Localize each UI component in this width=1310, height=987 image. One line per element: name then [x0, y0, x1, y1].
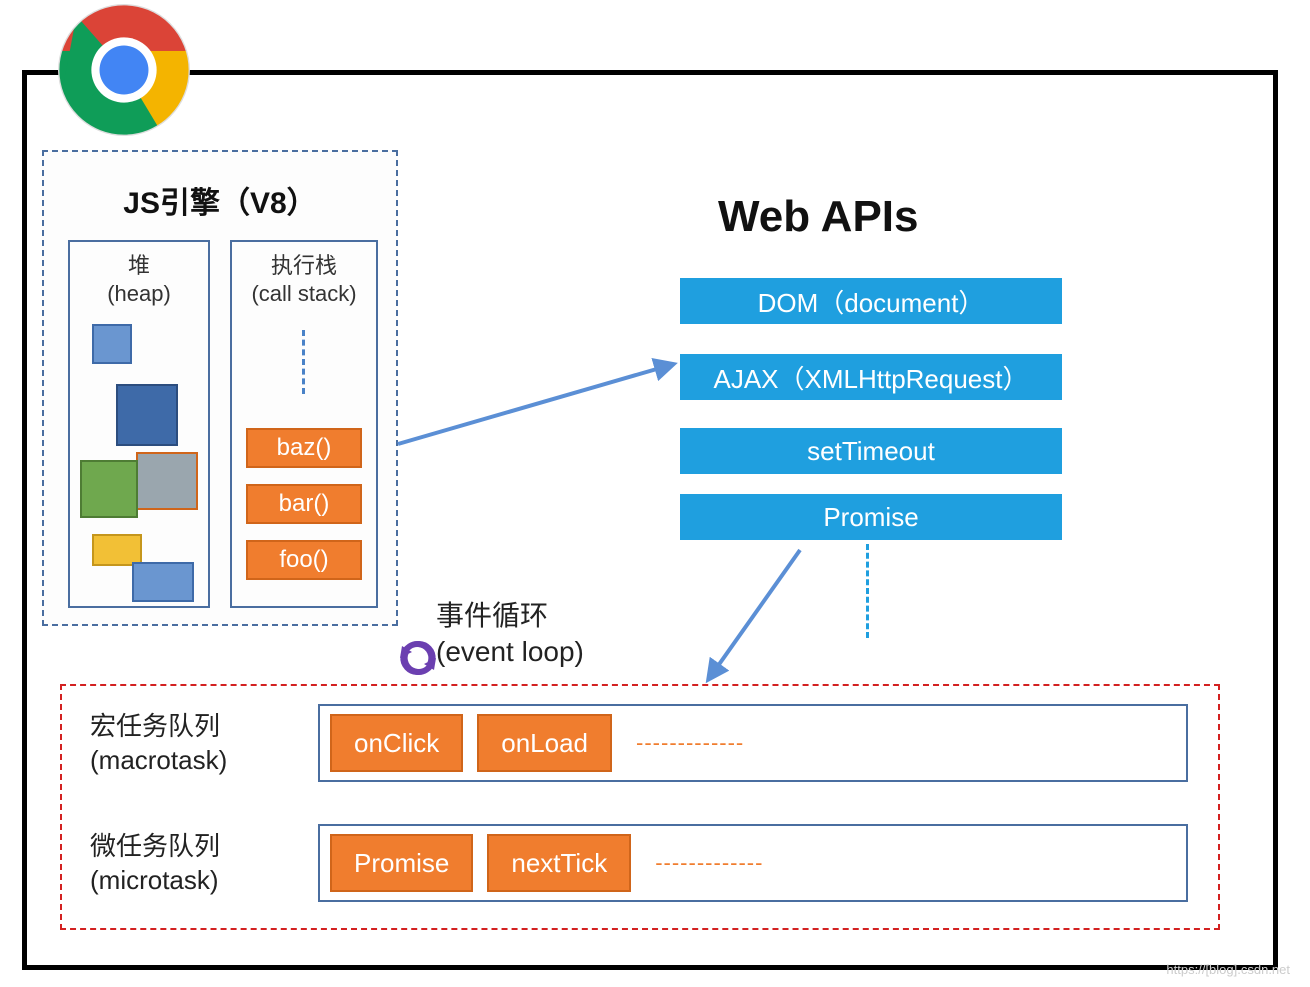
queue-task-item: onClick — [330, 714, 463, 772]
watermark-text: https://[blog].csdn.net — [1166, 962, 1290, 977]
queue-ellipsis: ------------- — [655, 850, 763, 876]
heap-block — [92, 324, 132, 364]
event-loop-icon — [398, 638, 438, 678]
event-loop-label-cn: 事件循环 — [436, 600, 548, 631]
microtask-label: 微任务队列 (microtask) — [90, 830, 220, 898]
stack-label-cn: 执行栈 — [271, 253, 337, 278]
task-queues-panel: 宏任务队列 (macrotask) onClickonLoad ---------… — [60, 684, 1220, 930]
call-stack-frame: foo() — [246, 540, 362, 580]
web-apis-title: Web APIs — [718, 192, 919, 242]
macrotask-label-cn: 宏任务队列 — [90, 711, 220, 741]
stack-label-en: (call stack) — [251, 281, 356, 306]
heap-label-cn: 堆 — [128, 253, 150, 278]
heap-block — [136, 452, 198, 510]
event-loop-label-en: (event loop) — [436, 636, 584, 667]
microtask-label-cn: 微任务队列 — [90, 831, 220, 861]
queue-task-item: nextTick — [487, 834, 631, 892]
macrotask-label: 宏任务队列 (macrotask) — [90, 710, 227, 778]
heap-box: 堆 (heap) — [68, 240, 210, 608]
heap-label-en: (heap) — [107, 281, 171, 306]
heap-block — [132, 562, 194, 602]
microtask-queue-bar: PromisenextTick ------------- — [318, 824, 1188, 902]
webapi-item: DOM（document） — [680, 278, 1062, 324]
webapi-item: AJAX（XMLHttpRequest） — [680, 354, 1062, 400]
microtask-label-en: (microtask) — [90, 865, 219, 895]
call-stack-frame: bar() — [246, 484, 362, 524]
js-engine-title: JS引擎（V8） — [44, 178, 396, 222]
event-loop-label: 事件循环 (event loop) — [436, 598, 584, 671]
heap-block — [116, 384, 178, 446]
queue-ellipsis: ------------- — [636, 730, 744, 756]
webapi-item: Promise — [680, 494, 1062, 540]
stack-label: 执行栈 (call stack) — [232, 252, 376, 307]
queue-task-item: Promise — [330, 834, 473, 892]
heap-label: 堆 (heap) — [70, 252, 208, 307]
stack-dashed-line — [302, 330, 305, 394]
chrome-logo-icon — [56, 2, 192, 138]
call-stack-box: 执行栈 (call stack) baz() bar() foo() — [230, 240, 378, 608]
queue-task-item: onLoad — [477, 714, 612, 772]
heap-block — [80, 460, 138, 518]
macrotask-label-en: (macrotask) — [90, 745, 227, 775]
webapi-item: setTimeout — [680, 428, 1062, 474]
macrotask-queue-bar: onClickonLoad ------------- — [318, 704, 1188, 782]
call-stack-frame: baz() — [246, 428, 362, 468]
webapi-dashed-line — [866, 544, 869, 638]
js-engine-panel: JS引擎（V8） 堆 (heap) 执行栈 (call stack) baz()… — [42, 150, 398, 626]
